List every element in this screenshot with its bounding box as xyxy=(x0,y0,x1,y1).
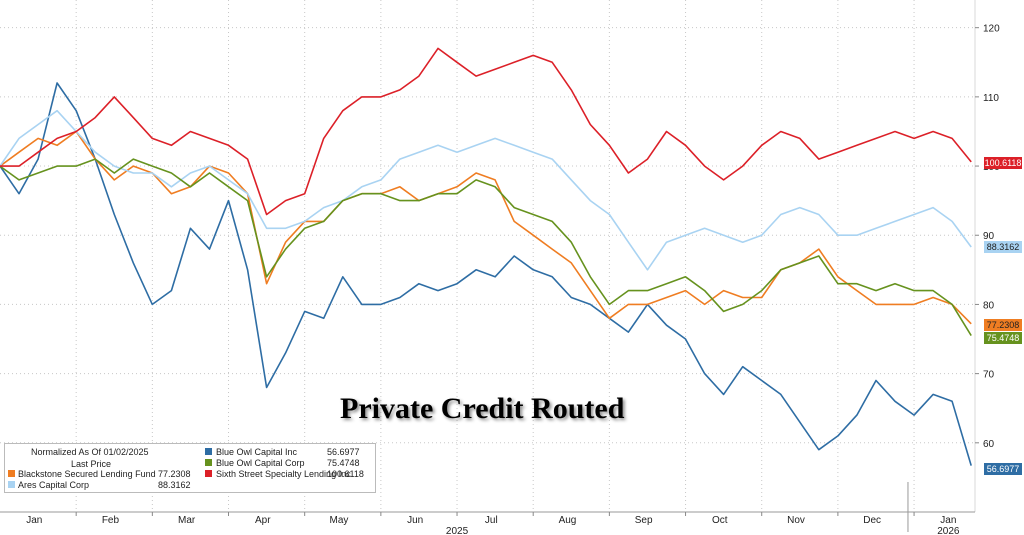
series-line-sixth-street-specialty-lending-inc xyxy=(0,47,972,216)
legend-swatch-ares-capital-corp xyxy=(8,481,15,488)
legend-subheader: Last Price xyxy=(71,459,112,469)
legend-label-blue-owl-capital-corp: Blue Owl Capital Corp xyxy=(216,458,305,468)
legend-label-blackstone-secured-lending-fund: Blackstone Secured Lending Fund xyxy=(18,469,156,479)
legend-label-ares-capital-corp: Ares Capital Corp xyxy=(18,480,90,490)
gridlines xyxy=(0,0,975,512)
x-axis: Jan Feb Mar Apr May Jun Jul Aug Sep Oct Nov Dec Jan2… xyxy=(26,482,960,535)
chart-legend: Normalized As Of 01/02/2025 Last Price B… xyxy=(4,443,376,493)
series-line-blackstone-secured-lending-fund xyxy=(0,130,972,325)
x-tick-label: Jan xyxy=(26,515,42,526)
last-value-tag-blue-owl-capital-corp: 75.4748 xyxy=(984,332,1022,344)
x-tick-label: Feb xyxy=(102,515,120,526)
legend-value-blackstone-secured-lending-fund: 77.2308 xyxy=(158,469,191,479)
x-year-label: 2026 xyxy=(937,526,960,535)
x-tick-label: Mar xyxy=(178,515,196,526)
legend-value-blue-owl-capital-corp: 75.4748 xyxy=(327,458,360,468)
y-tick-label: 120 xyxy=(983,24,1000,35)
y-tick-label: 80 xyxy=(983,300,995,311)
x-tick-label: Oct xyxy=(712,515,728,526)
legend-label-blue-owl-capital-inc: Blue Owl Capital Inc xyxy=(216,447,298,457)
series-line-blue-owl-capital-corp xyxy=(0,158,972,337)
last-value-tag-blue-owl-capital-inc: 56.6977 xyxy=(984,463,1022,475)
last-value-tag-blackstone-secured-lending-fund: 77.2308 xyxy=(984,319,1022,331)
x-tick-label: Apr xyxy=(255,515,271,526)
series-line-ares-capital-corp xyxy=(0,109,972,271)
legend-header: Normalized As Of 01/02/2025 xyxy=(31,447,149,457)
y-tick-label: 70 xyxy=(983,370,995,381)
legend-swatch-blue-owl-capital-corp xyxy=(205,459,212,466)
y-tick-label: 90 xyxy=(983,231,995,242)
chart-title: Private Credit Routed xyxy=(340,392,625,425)
x-tick-label: Aug xyxy=(559,515,577,526)
y-tick-label: 60 xyxy=(983,439,995,450)
x-tick-label: Nov xyxy=(787,515,805,526)
legend-value-sixth-street-specialty-lending-inc: 100.6118 xyxy=(327,469,364,479)
series-line-blue-owl-capital-inc xyxy=(0,82,972,466)
legend-swatch-blue-owl-capital-inc xyxy=(205,448,212,455)
legend-swatch-blackstone-secured-lending-fund xyxy=(8,470,15,477)
legend-value-blue-owl-capital-inc: 56.6977 xyxy=(327,447,360,457)
x-tick-label: Jan xyxy=(940,515,956,526)
x-tick-label: Sep xyxy=(635,515,653,526)
x-year-label: 2025 xyxy=(446,526,469,535)
x-tick-label: May xyxy=(330,515,349,526)
x-tick-label: Jun xyxy=(407,515,423,526)
legend-label-sixth-street-specialty-lending-inc: Sixth Street Specialty Lending Inc xyxy=(216,469,351,479)
x-tick-label: Dec xyxy=(863,515,881,526)
y-tick-label: 110 xyxy=(983,93,999,104)
last-value-tag-ares-capital-corp: 88.3162 xyxy=(984,241,1022,253)
last-value-tag-sixth-street-specialty-lending-inc: 100.6118 xyxy=(984,157,1022,169)
legend-value-ares-capital-corp: 88.3162 xyxy=(158,480,191,490)
series-lines xyxy=(0,47,972,466)
x-tick-label: Jul xyxy=(485,515,498,526)
legend-swatch-sixth-street-specialty-lending-inc xyxy=(205,470,212,477)
